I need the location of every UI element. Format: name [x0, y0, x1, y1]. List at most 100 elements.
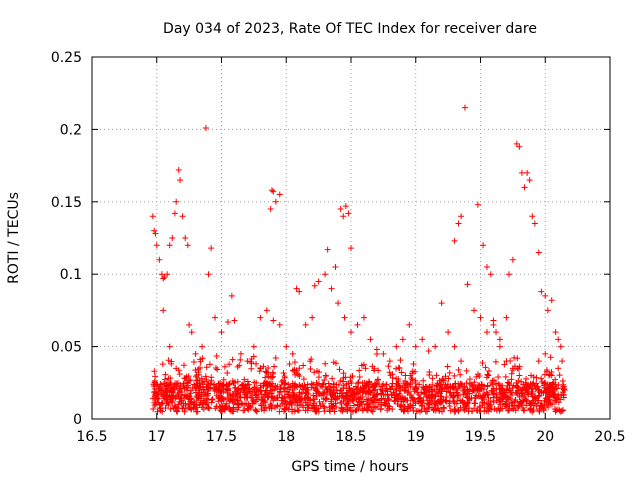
- data-point: [166, 399, 173, 406]
- data-point: [488, 379, 495, 386]
- data-point: [398, 369, 405, 376]
- data-point: [448, 392, 455, 399]
- data-point: [425, 347, 432, 354]
- data-point: [531, 220, 538, 227]
- data-point: [361, 383, 368, 390]
- data-point: [309, 402, 316, 409]
- data-point: [458, 213, 465, 220]
- data-point: [483, 407, 490, 414]
- data-point: [480, 242, 487, 249]
- data-point: [464, 386, 471, 393]
- data-point: [498, 390, 505, 397]
- data-point: [172, 403, 179, 410]
- data-point: [484, 390, 491, 397]
- data-point: [433, 372, 440, 379]
- data-point: [172, 380, 179, 387]
- data-point: [553, 407, 560, 414]
- data-point: [525, 391, 532, 398]
- data-point: [555, 336, 562, 343]
- data-point: [342, 406, 349, 413]
- data-point: [274, 402, 281, 409]
- data-point: [446, 403, 453, 410]
- data-point: [482, 364, 489, 371]
- data-point: [287, 383, 294, 390]
- data-point: [359, 380, 366, 387]
- data-point: [355, 379, 362, 386]
- data-point: [417, 400, 424, 407]
- data-point: [315, 278, 322, 285]
- data-point: [479, 359, 486, 366]
- data-point: [243, 385, 250, 392]
- data-point: [399, 336, 406, 343]
- data-point: [159, 361, 166, 368]
- data-point: [262, 399, 269, 406]
- data-point: [535, 358, 542, 365]
- data-point: [205, 405, 212, 412]
- data-point: [371, 367, 378, 374]
- data-point: [483, 263, 490, 270]
- data-point: [207, 380, 214, 387]
- data-point: [502, 373, 509, 380]
- data-point: [416, 381, 423, 388]
- data-point: [200, 406, 207, 413]
- data-point: [485, 372, 492, 379]
- data-point: [258, 406, 265, 413]
- data-point: [237, 356, 244, 363]
- data-point: [435, 388, 442, 395]
- data-point: [220, 382, 227, 389]
- data-point: [188, 399, 195, 406]
- data-point: [325, 380, 332, 387]
- data-point: [483, 329, 490, 336]
- x-tick-label: 18.5: [335, 429, 366, 445]
- data-point: [321, 377, 328, 384]
- data-point: [251, 379, 258, 386]
- data-point: [337, 206, 344, 213]
- data-point: [313, 379, 320, 386]
- data-point: [228, 395, 235, 402]
- data-point: [478, 385, 485, 392]
- data-point: [292, 399, 299, 406]
- data-point: [164, 394, 171, 401]
- data-point: [400, 407, 407, 414]
- data-point: [244, 378, 251, 385]
- x-tick-label: 18: [277, 429, 295, 445]
- data-point: [504, 382, 511, 389]
- data-point: [282, 380, 289, 387]
- data-point: [328, 285, 335, 292]
- x-tick-label: 19: [407, 429, 425, 445]
- data-point: [505, 394, 512, 401]
- x-tick-label: 19.5: [465, 429, 496, 445]
- data-point: [420, 377, 427, 384]
- data-point: [323, 396, 330, 403]
- data-point: [203, 383, 210, 390]
- data-point: [313, 392, 320, 399]
- data-point: [499, 385, 506, 392]
- data-point: [385, 363, 392, 370]
- data-point: [487, 401, 494, 408]
- data-point: [516, 143, 523, 150]
- data-point: [257, 388, 264, 395]
- data-point: [304, 404, 311, 411]
- data-point: [514, 390, 521, 397]
- data-point: [173, 198, 180, 205]
- data-point: [183, 373, 190, 380]
- data-point: [373, 396, 380, 403]
- data-point: [250, 353, 257, 360]
- data-point: [516, 372, 523, 379]
- data-point: [419, 336, 426, 343]
- data-point: [495, 374, 502, 381]
- data-point: [530, 374, 537, 381]
- data-point: [496, 343, 503, 350]
- data-point: [151, 227, 158, 234]
- data-point: [320, 403, 327, 410]
- data-point: [421, 405, 428, 412]
- data-point: [182, 235, 189, 241]
- data-point: [160, 307, 167, 314]
- data-point: [351, 394, 358, 401]
- data-point: [529, 399, 536, 406]
- data-point: [438, 408, 445, 415]
- data-point: [505, 271, 512, 278]
- data-point: [451, 372, 458, 379]
- data-point: [542, 350, 549, 357]
- data-point: [164, 388, 171, 395]
